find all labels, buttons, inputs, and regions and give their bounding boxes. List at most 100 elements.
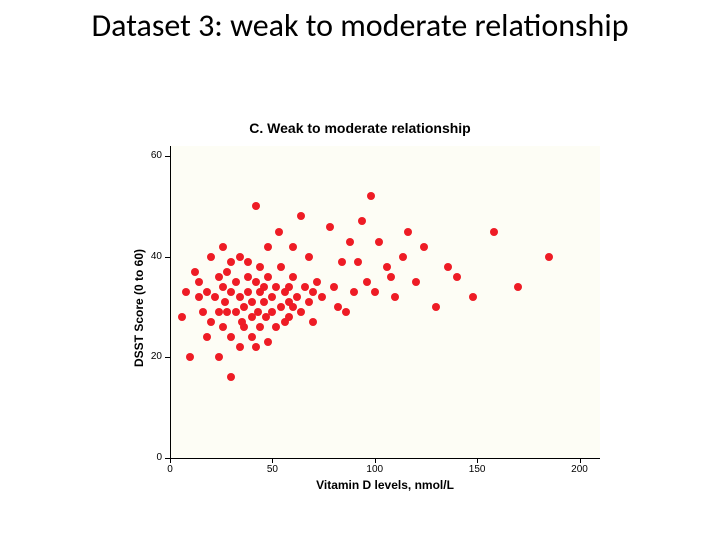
y-tick [165, 458, 170, 459]
data-point [391, 293, 399, 301]
x-tick [375, 458, 376, 463]
data-point [272, 323, 280, 331]
data-point [453, 273, 461, 281]
data-point [232, 278, 240, 286]
data-point [203, 288, 211, 296]
x-tick [272, 458, 273, 463]
data-point [305, 298, 313, 306]
y-tick-label: 40 [142, 251, 162, 262]
data-point [301, 283, 309, 291]
data-point [264, 273, 272, 281]
data-point [297, 212, 305, 220]
plot-area [170, 146, 600, 458]
data-point [326, 223, 334, 231]
x-tick-label: 50 [262, 464, 282, 475]
x-tick-label: 200 [570, 464, 590, 475]
data-point [289, 303, 297, 311]
data-point [399, 253, 407, 261]
data-point [195, 278, 203, 286]
data-point [297, 308, 305, 316]
data-point [346, 238, 354, 246]
data-point [264, 243, 272, 251]
data-point [490, 228, 498, 236]
data-point [264, 338, 272, 346]
data-point [244, 258, 252, 266]
data-point [195, 293, 203, 301]
data-point [260, 283, 268, 291]
y-tick-label: 0 [142, 452, 162, 463]
data-point [330, 283, 338, 291]
y-axis-label: DSST Score (0 to 60) [132, 249, 146, 367]
y-tick [165, 357, 170, 358]
data-point [207, 253, 215, 261]
data-point [268, 308, 276, 316]
data-point [387, 273, 395, 281]
data-point [383, 263, 391, 271]
data-point [227, 288, 235, 296]
x-tick-label: 100 [365, 464, 385, 475]
scatter-chart: C. Weak to moderate relationship DSST Sc… [110, 118, 610, 488]
data-point [350, 288, 358, 296]
data-point [191, 268, 199, 276]
data-point [215, 353, 223, 361]
data-point [305, 253, 313, 261]
data-point [444, 263, 452, 271]
data-point [420, 243, 428, 251]
data-point [268, 293, 276, 301]
data-point [545, 253, 553, 261]
data-point [432, 303, 440, 311]
data-point [309, 288, 317, 296]
data-point [375, 238, 383, 246]
data-point [289, 273, 297, 281]
data-point [358, 217, 366, 225]
data-point [342, 308, 350, 316]
data-point [236, 253, 244, 261]
data-point [252, 343, 260, 351]
data-point [275, 228, 283, 236]
data-point [223, 308, 231, 316]
data-point [236, 343, 244, 351]
x-tick-label: 0 [160, 464, 180, 475]
data-point [219, 243, 227, 251]
data-point [363, 278, 371, 286]
y-axis-line [170, 146, 171, 458]
data-point [514, 283, 522, 291]
x-axis-line [170, 458, 600, 459]
x-axis-label: Vitamin D levels, nmol/L [170, 478, 600, 492]
data-point [254, 308, 262, 316]
data-point [404, 228, 412, 236]
data-point [236, 293, 244, 301]
data-point [277, 263, 285, 271]
data-point [186, 353, 194, 361]
data-point [248, 298, 256, 306]
x-tick [477, 458, 478, 463]
data-point [244, 273, 252, 281]
data-point [289, 243, 297, 251]
data-point [272, 283, 280, 291]
data-point [227, 333, 235, 341]
data-point [227, 258, 235, 266]
data-point [334, 303, 342, 311]
y-tick [165, 257, 170, 258]
chart-title: C. Weak to moderate relationship [110, 120, 610, 136]
data-point [252, 278, 260, 286]
data-point [248, 333, 256, 341]
data-point [182, 288, 190, 296]
data-point [354, 258, 362, 266]
data-point [338, 258, 346, 266]
data-point [313, 278, 321, 286]
data-point [318, 293, 326, 301]
page-title: Dataset 3: weak to moderate relationship [0, 8, 720, 45]
data-point [277, 303, 285, 311]
data-point [309, 318, 317, 326]
data-point [178, 313, 186, 321]
x-tick [170, 458, 171, 463]
data-point [293, 293, 301, 301]
y-tick-label: 20 [142, 351, 162, 362]
data-point [260, 298, 268, 306]
data-point [211, 293, 219, 301]
data-point [227, 373, 235, 381]
data-point [223, 268, 231, 276]
y-tick [165, 156, 170, 157]
data-point [207, 318, 215, 326]
